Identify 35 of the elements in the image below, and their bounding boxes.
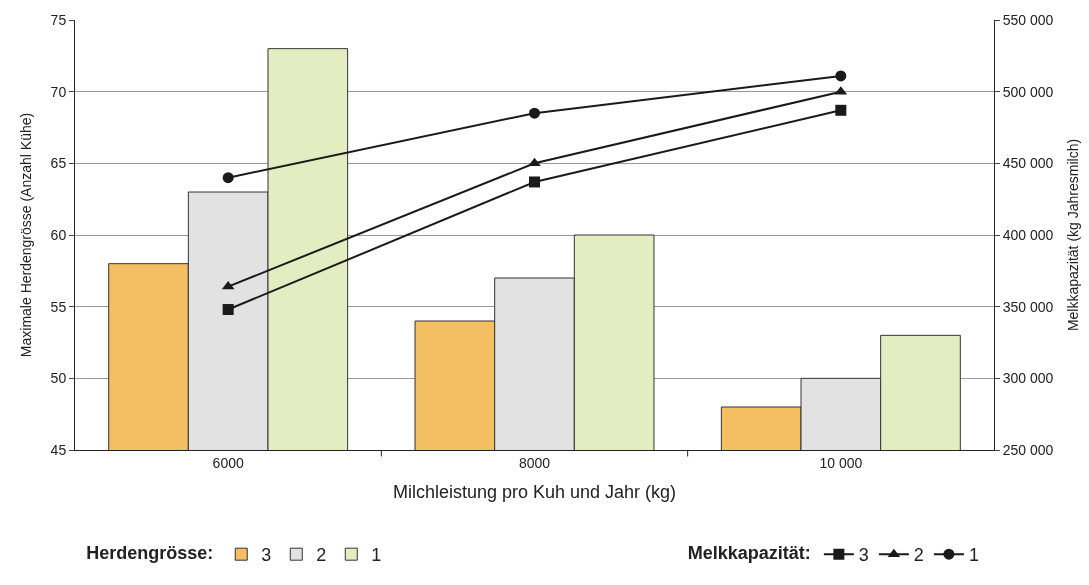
legend-label: 2 — [913, 545, 924, 566]
legend-label: 2 — [316, 545, 327, 566]
y2-tick-label: 300 000 — [1002, 370, 1054, 387]
legend-label: 1 — [968, 545, 979, 566]
x-tick-label: 8000 — [518, 454, 551, 471]
y2-tick-label: 400 000 — [1002, 226, 1054, 243]
y2-tick-label: 250 000 — [1002, 441, 1054, 458]
legend-label: 1 — [371, 545, 382, 566]
text: Melkkapazität: — [687, 543, 811, 564]
y-tick-label: 70 — [50, 83, 67, 100]
x-tick-label: 10 000 — [819, 454, 863, 471]
legend-label: 3 — [858, 545, 869, 566]
x-axis-title: Milchleistung pro Kuh und Jahr (kg) — [392, 481, 677, 502]
point — [835, 70, 847, 82]
y2-axis-title: Melkkapazität (kg Jahresmilch) — [1064, 138, 1081, 332]
y2-tick-label: 550 000 — [1002, 11, 1054, 28]
y2-tick-label: 450 000 — [1002, 155, 1054, 172]
point — [529, 176, 540, 188]
point — [222, 304, 234, 316]
point — [222, 172, 234, 184]
y2-tick-label: 350 000 — [1002, 298, 1054, 315]
legend-title: Herdengrösse: — [86, 543, 214, 564]
y-tick-label: 65 — [50, 155, 67, 172]
point — [529, 107, 540, 119]
y-axis-title: Maximale Herdengrösse (Anzahl Kühe) — [18, 112, 35, 358]
point — [835, 104, 847, 116]
y-tick-label: 60 — [50, 226, 67, 243]
x-tick-label: 6000 — [212, 454, 244, 471]
y-tick-label: 75 — [50, 11, 67, 28]
point — [528, 157, 541, 167]
legend-label: 3 — [261, 545, 272, 566]
y2-tick-label: 500 000 — [1002, 83, 1054, 100]
y-tick-label: 45 — [50, 441, 67, 458]
y-tick-label: 50 — [50, 370, 67, 387]
y-tick-label: 55 — [50, 298, 67, 315]
